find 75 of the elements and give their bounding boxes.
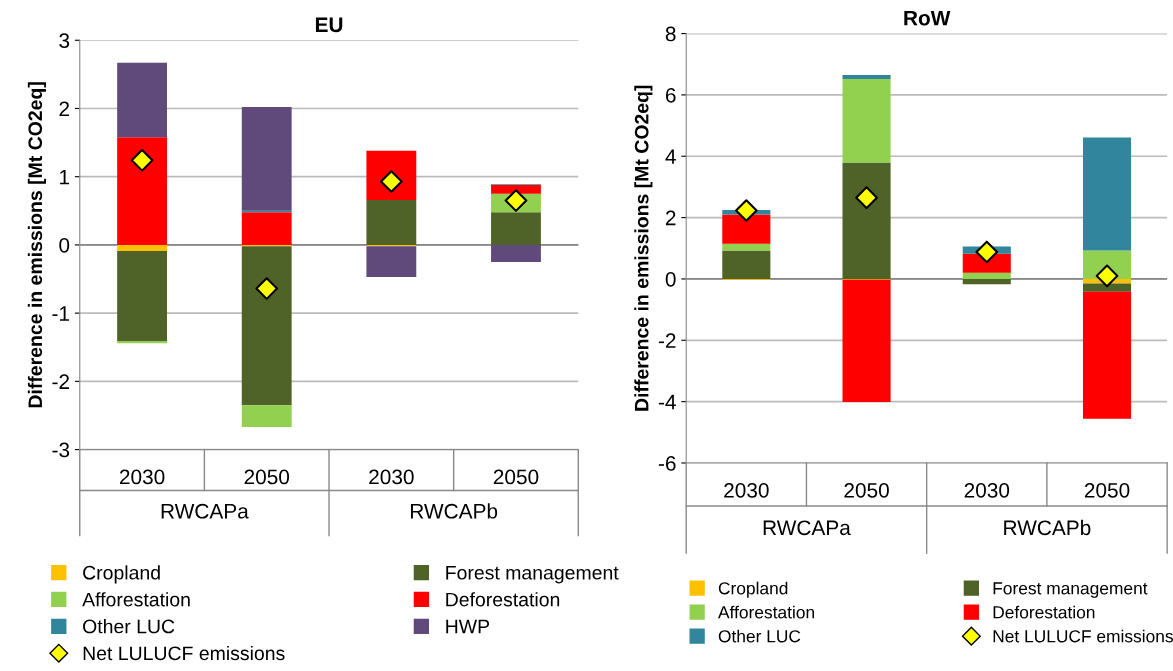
bar [842,78,891,163]
bar [241,405,292,428]
y-tick-label: 0 [59,237,70,253]
point [975,240,999,264]
bar [491,244,541,262]
x-tick-label: 2030 [724,482,769,498]
y-tick-label: 0 [665,271,676,287]
legend-label: Net LULUCF emissions [993,629,1173,643]
y-tick-label: -3 [52,442,70,458]
x-tick-label: 2030 [119,469,165,485]
bar [962,278,1011,285]
text: RWCAPa [763,520,851,536]
x-tick-label: 2050 [844,482,889,498]
legend-label: Forest management [993,582,1148,598]
bar [962,272,1011,279]
y-tick-label: -6 [658,455,676,471]
chart-title: EU [315,17,343,33]
legend-label: Afforestation [82,592,190,607]
text: RWCAPb [410,503,498,519]
legend-label: Other LUC [83,619,175,634]
x-tick-label: 2050 [244,469,290,485]
y-tick-label: 2 [59,101,69,117]
legend-label: Cropland [83,565,160,584]
point [130,148,154,172]
y-tick-label: 1 [60,169,70,185]
bar [722,250,771,279]
bar [117,251,168,342]
y-tick-label: -2 [52,374,69,389]
x-tick-label: 2050 [493,469,539,485]
bar [366,199,417,245]
y-tick-label: 8 [665,26,676,42]
legend-label: HWP [446,619,490,634]
point [504,189,528,212]
bar [366,246,417,277]
bar [117,137,168,245]
y-tick-label: 4 [665,149,676,164]
y-axis-title: Difference in emissions [Mt CO2eq] [634,85,653,411]
legend-label: Deforestation [993,605,1095,619]
bar [1082,283,1132,292]
bar [491,212,541,245]
legend-label: Deforestation [446,592,560,607]
bar [842,74,891,79]
y-tick-label: -1 [52,306,70,321]
y-tick-label: 6 [665,87,676,103]
legend-label: Afforestation [718,605,814,619]
bar [722,214,771,244]
chart-title: RoW [904,10,951,26]
y-axis-title: Difference in emissions [Mt CO2eq] [27,82,46,408]
x-tick-label: 2030 [964,482,1010,498]
legend-label: Net LULUCF emissions [83,645,285,661]
bar [241,212,292,245]
legend-label: Cropland [718,581,788,598]
point [734,199,758,222]
y-tick-label: -4 [658,394,676,410]
legend-label: Forest management [446,566,619,584]
text: RWCAPb [1004,519,1091,536]
x-tick-label: 2030 [369,469,414,485]
y-tick-label: 2 [665,210,676,226]
point [255,277,279,300]
bar [491,184,541,194]
bar [842,162,891,279]
bar [241,246,292,406]
bar [1082,291,1132,419]
point [855,186,878,209]
bar [241,107,292,211]
bar [1082,137,1132,251]
x-tick-label: 2050 [1084,482,1130,498]
legend-label: Other LUC [718,629,801,643]
bar [117,244,168,252]
text: RWCAPa [161,503,249,519]
bar [842,279,891,402]
y-tick-label: 3 [59,33,70,49]
bar [117,62,168,138]
bar [117,341,168,344]
y-tick-label: -2 [658,333,676,348]
